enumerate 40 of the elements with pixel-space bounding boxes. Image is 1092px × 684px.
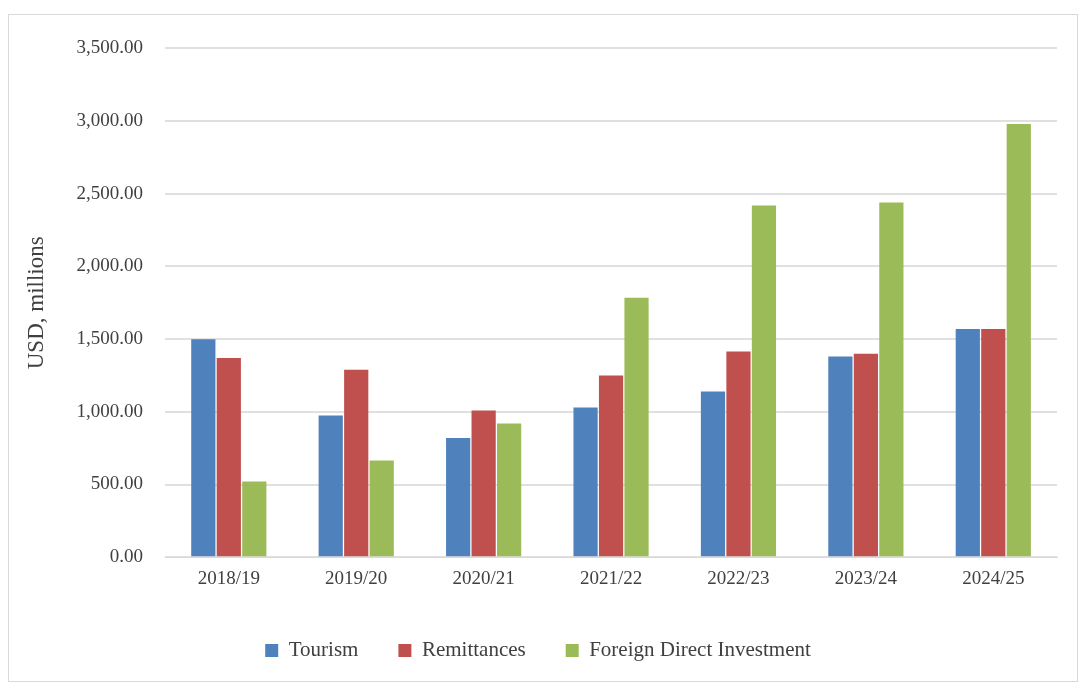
- bar: [700, 391, 726, 557]
- y-tick-label: 1,000.00: [76, 399, 144, 421]
- bar: [598, 375, 624, 557]
- y-axis-title: USD, millions: [22, 236, 48, 370]
- bar: [344, 369, 369, 557]
- bar: [726, 351, 751, 557]
- bar: [216, 358, 241, 557]
- bar: [828, 356, 853, 557]
- x-tick-label: 2020/21: [452, 566, 515, 588]
- bar: [446, 438, 471, 557]
- bar: [318, 415, 343, 557]
- x-tick-label: 2021/22: [579, 566, 643, 588]
- bar: [879, 202, 904, 557]
- bar: [497, 423, 522, 557]
- bar: [191, 339, 216, 557]
- x-tick-label: 2023/24: [834, 566, 898, 588]
- y-tick-label: 3,500.00: [76, 36, 144, 58]
- legend-label: Tourism: [288, 637, 359, 662]
- x-tick-label: 2024/25: [962, 566, 1025, 588]
- x-tick-label: 2022/23: [707, 566, 770, 588]
- bar: [955, 328, 980, 557]
- bar: [471, 410, 496, 557]
- bar: [853, 353, 878, 557]
- bar: [751, 205, 777, 557]
- legend-label: Foreign Direct Investment: [589, 637, 811, 662]
- bar: [981, 328, 1006, 557]
- bar: [1006, 123, 1031, 557]
- y-tick-label: 1,500.00: [76, 327, 144, 349]
- x-tick-label: 2019/20: [325, 566, 388, 588]
- legend-label: Remittances: [421, 637, 526, 662]
- bar: [242, 481, 267, 557]
- y-tick-label: 3,000.00: [76, 109, 144, 131]
- y-tick-label: 2,500.00: [76, 181, 144, 203]
- bar: [573, 407, 598, 557]
- y-tick-label: 2,000.00: [76, 254, 144, 276]
- y-tick-label: 0.00: [109, 545, 144, 567]
- x-tick-label: 2018/19: [197, 566, 260, 588]
- bar: [624, 297, 649, 557]
- y-tick-label: 500.00: [90, 472, 144, 494]
- bar: [369, 460, 394, 557]
